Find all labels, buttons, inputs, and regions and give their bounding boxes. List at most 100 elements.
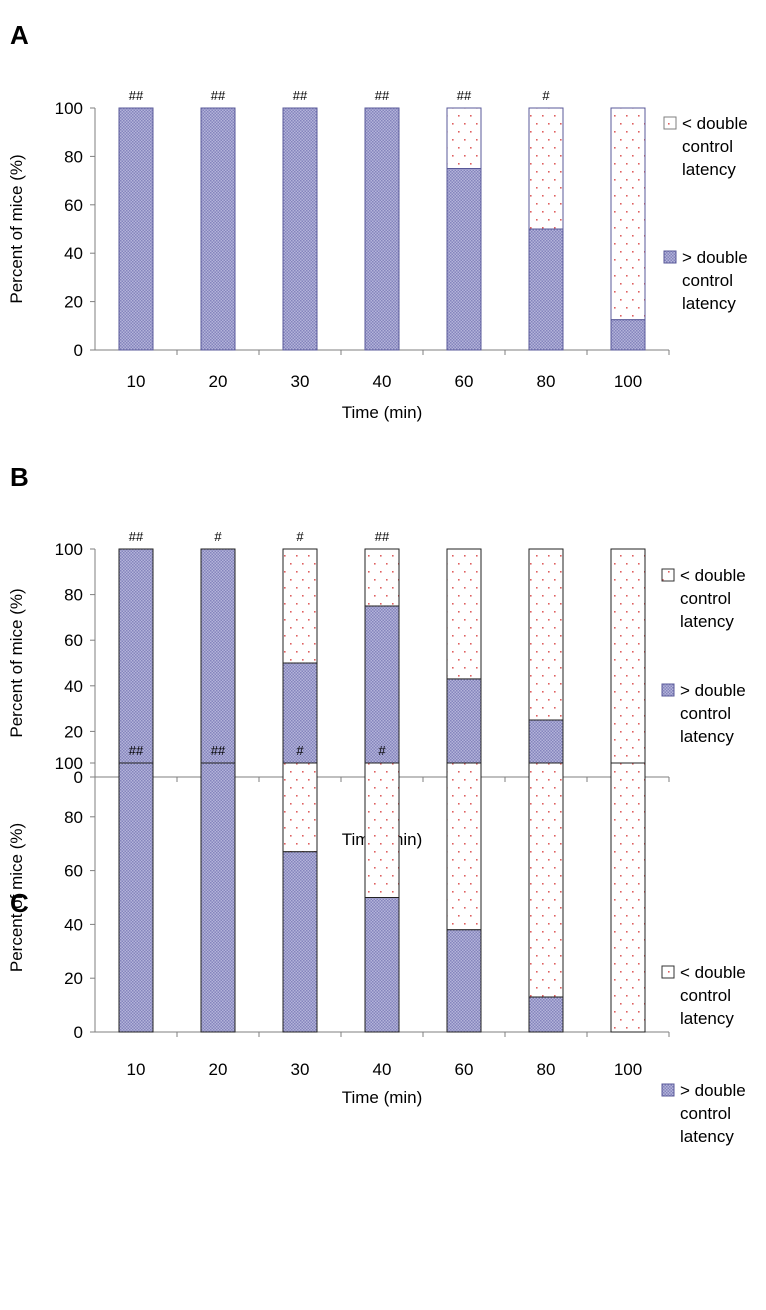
legend-swatch [661, 1083, 675, 1097]
x-tick-label: 60 [455, 1060, 474, 1079]
bar-below-segment [282, 762, 318, 853]
y-tick-label: 20 [64, 969, 83, 988]
x-tick-label: 80 [537, 1060, 556, 1079]
significance-mark: ## [293, 88, 308, 103]
bar-below-segment [610, 548, 646, 778]
y-tick-label: 0 [74, 768, 83, 787]
bar-below-segment [364, 762, 400, 898]
x-tick-label: 30 [291, 372, 310, 391]
x-tick-label: 30 [291, 1060, 310, 1079]
y-axis-title: Percent of mice (%) [7, 588, 26, 737]
significance-mark: ## [129, 88, 144, 103]
bar-below-segment [528, 762, 564, 998]
y-tick-label: 40 [64, 244, 83, 263]
bar-below-segment [446, 548, 482, 680]
bar-above-segment [364, 107, 400, 351]
y-tick-label: 60 [64, 862, 83, 881]
legend-label: control [682, 271, 733, 290]
significance-mark: # [296, 743, 304, 758]
panel-letter: C [10, 888, 29, 918]
x-tick-label: 10 [127, 372, 146, 391]
bar-above-segment [528, 996, 564, 1033]
significance-mark: ## [457, 88, 472, 103]
x-tick-label: 40 [373, 1060, 392, 1079]
bar-below-segment [610, 762, 646, 1033]
bar-below-segment [282, 548, 318, 664]
legend-label: latency [680, 727, 734, 746]
bar-above-segment [200, 762, 236, 1033]
x-tick-label: 20 [209, 372, 228, 391]
bar-above-segment [364, 605, 400, 778]
legend-label: < double [680, 963, 746, 982]
y-tick-label: 80 [64, 808, 83, 827]
panel-a: A 0 20 40 60 80 100 Percent of mice (%) ## 10 ## 20… [7, 20, 748, 422]
x-tick-label: 60 [455, 372, 474, 391]
legend-label: control [680, 1104, 731, 1123]
x-axis-title: Time (min) [342, 403, 423, 422]
bar-above-segment [446, 168, 482, 351]
x-tick-label: 80 [537, 372, 556, 391]
legend-label: > double [682, 248, 748, 267]
bar-above-segment [282, 851, 318, 1033]
significance-mark: ## [129, 529, 144, 544]
y-tick-label: 20 [64, 722, 83, 741]
legend-label: latency [680, 612, 734, 631]
legend-label: > double [680, 681, 746, 700]
y-tick-label: 20 [64, 293, 83, 312]
y-tick-label: 100 [55, 540, 83, 559]
y-axis-title: Percent of mice (%) [7, 823, 26, 972]
legend-swatch [661, 683, 675, 697]
legend-label: < double [682, 114, 748, 133]
bar-below-segment [528, 548, 564, 721]
y-tick-label: 80 [64, 147, 83, 166]
significance-mark: ## [375, 88, 390, 103]
bar-below-segment [364, 548, 400, 607]
bar-above-segment [118, 107, 154, 351]
x-tick-label: 40 [373, 372, 392, 391]
y-tick-label: 80 [64, 586, 83, 605]
y-tick-label: 0 [74, 1023, 83, 1042]
bar-above-segment [118, 548, 154, 778]
significance-mark: # [296, 529, 304, 544]
bar-above-segment [282, 662, 318, 778]
x-tick-label: 10 [127, 1060, 146, 1079]
bar-above-segment [282, 107, 318, 351]
bar-above-segment [200, 107, 236, 351]
legend-label: latency [682, 160, 736, 179]
bar-above-segment [200, 548, 236, 778]
y-tick-label: 60 [64, 196, 83, 215]
x-axis-title: Time (min) [342, 1088, 423, 1107]
bar-below-segment [446, 762, 482, 931]
y-tick-label: 0 [74, 341, 83, 360]
legend-label: control [680, 704, 731, 723]
bar-above-segment [364, 897, 400, 1033]
significance-mark: # [542, 88, 550, 103]
y-tick-label: 40 [64, 677, 83, 696]
legend-label: control [680, 986, 731, 1005]
y-tick-label: 60 [64, 631, 83, 650]
legend-swatch [663, 116, 677, 130]
bar-above-segment [446, 929, 482, 1033]
legend-swatch [661, 568, 675, 582]
legend-label: latency [680, 1009, 734, 1028]
bar-below-segment [446, 107, 482, 169]
legend-label: > double [680, 1081, 746, 1100]
significance-mark: ## [129, 743, 144, 758]
y-axis-title: Percent of mice (%) [7, 154, 26, 303]
y-tick-label: 100 [55, 754, 83, 773]
significance-mark: # [378, 743, 386, 758]
bar-below-segment [610, 107, 646, 321]
significance-mark: ## [375, 529, 390, 544]
significance-mark: ## [211, 743, 226, 758]
x-tick-label: 20 [209, 1060, 228, 1079]
legend-swatch [661, 965, 675, 979]
legend-label: control [682, 137, 733, 156]
bar-above-segment [528, 228, 564, 351]
bar-below-segment [528, 107, 564, 230]
legend-label: latency [682, 294, 736, 313]
legend-swatch [663, 250, 677, 264]
y-tick-label: 100 [55, 99, 83, 118]
bar-above-segment [118, 762, 154, 1033]
